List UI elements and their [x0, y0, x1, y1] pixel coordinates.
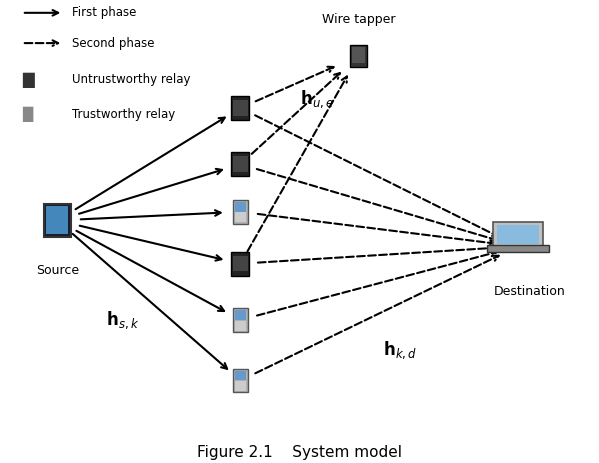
Bar — [235, 310, 246, 320]
Text: $\mathbf{h}_{u,e}$: $\mathbf{h}_{u,e}$ — [300, 88, 334, 110]
Bar — [46, 206, 68, 234]
Bar — [231, 252, 249, 275]
Bar — [352, 47, 365, 63]
Text: █: █ — [22, 72, 34, 88]
Bar — [233, 156, 247, 172]
Bar — [44, 204, 71, 237]
Text: $\mathbf{h}_{s,k}$: $\mathbf{h}_{s,k}$ — [106, 309, 139, 331]
Bar — [231, 96, 249, 120]
Text: $\mathbf{h}_{k,d}$: $\mathbf{h}_{k,d}$ — [383, 339, 417, 361]
Bar — [231, 152, 249, 176]
Bar — [235, 213, 246, 222]
Bar — [235, 320, 246, 331]
Text: Wire tapper: Wire tapper — [322, 13, 395, 26]
Text: First phase: First phase — [72, 6, 137, 19]
Text: ▉: ▉ — [22, 107, 34, 122]
Bar — [233, 100, 247, 116]
Text: Destination: Destination — [494, 285, 565, 298]
Text: Figure 2.1    System model: Figure 2.1 System model — [197, 445, 402, 460]
Text: Untrustworthy relay: Untrustworthy relay — [72, 73, 190, 87]
Bar — [235, 381, 246, 391]
Bar — [233, 256, 247, 271]
Bar — [350, 45, 367, 67]
Bar — [235, 202, 246, 212]
Text: Second phase: Second phase — [72, 37, 155, 50]
Bar — [488, 245, 549, 251]
Bar — [233, 200, 248, 224]
Bar — [497, 225, 539, 244]
Text: Trustworthy relay: Trustworthy relay — [72, 108, 176, 121]
Bar — [235, 371, 246, 381]
Bar — [493, 222, 543, 246]
Bar — [233, 369, 248, 392]
Bar — [233, 308, 248, 332]
Text: Source: Source — [36, 264, 79, 277]
